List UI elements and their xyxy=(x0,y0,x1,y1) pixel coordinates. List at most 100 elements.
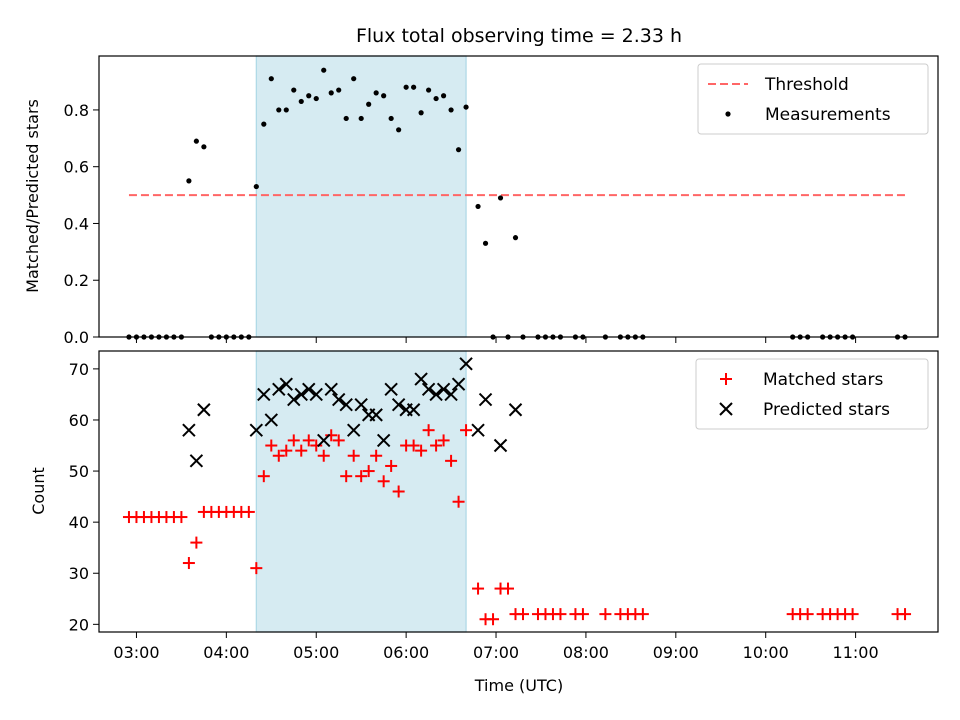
measurements-point xyxy=(193,138,199,144)
measurements-point xyxy=(291,87,297,93)
matched-stars-point xyxy=(250,562,263,575)
measurements-point xyxy=(381,93,387,99)
bottom-marks xyxy=(122,357,912,626)
top-ytick-label: 0.6 xyxy=(64,158,89,177)
bottom-ytick-label: 30 xyxy=(69,564,89,583)
measurements-point xyxy=(440,93,447,99)
predicted-stars-point xyxy=(189,454,204,468)
xtick-label: 09:00 xyxy=(653,643,699,662)
predicted-stars-point xyxy=(421,382,436,397)
predicted-stars-point xyxy=(332,392,346,407)
matched-stars-point xyxy=(370,449,383,462)
measurements-point xyxy=(373,90,379,96)
predicted-stars-point xyxy=(264,413,279,427)
measurements-point xyxy=(366,101,372,107)
measurements-point xyxy=(433,95,439,102)
matched-stars-point xyxy=(516,608,529,621)
predicted-stars-point xyxy=(287,392,301,407)
matched-stars-point xyxy=(422,424,435,437)
legend-measurements-label: Measurements xyxy=(765,105,891,125)
measurements-point xyxy=(336,87,342,93)
matched-stars-point xyxy=(347,449,360,462)
measurements-point xyxy=(343,115,349,122)
matched-stars-point xyxy=(175,511,188,524)
top-axes-frame xyxy=(98,55,939,338)
xtick-label: 03:00 xyxy=(113,643,159,662)
matched-stars-point xyxy=(576,608,589,621)
matched-stars-point xyxy=(415,444,428,457)
bottom-ytick-label: 40 xyxy=(69,513,89,532)
matched-stars-point xyxy=(317,449,330,462)
matched-stars-point xyxy=(437,434,450,447)
matched-stars-point xyxy=(452,495,465,508)
predicted-stars-point xyxy=(339,397,353,412)
predicted-stars-point xyxy=(493,438,508,453)
predicted-stars-point xyxy=(272,382,286,397)
measurements-point xyxy=(403,84,409,90)
legend-measurements-swatch xyxy=(725,111,731,117)
measurements-point xyxy=(351,76,357,82)
top-marks xyxy=(126,67,909,340)
bottom-ytick-label: 70 xyxy=(69,360,89,379)
predicted-stars-point xyxy=(182,423,196,437)
bottom-ticks: 20 30 40 50 60 70 03:00 04:00 05:00 06:00 07:00 08:… xyxy=(69,360,879,662)
matched-stars-point xyxy=(636,608,649,621)
matched-stars-point xyxy=(332,434,345,447)
measurements-point xyxy=(321,67,327,73)
measurements-point xyxy=(475,203,481,210)
matched-stars-point xyxy=(287,434,300,447)
matched-stars-point xyxy=(340,470,353,483)
measurements-point xyxy=(328,90,334,96)
xtick-label: 06:00 xyxy=(383,643,429,662)
predicted-stars-point xyxy=(294,387,308,402)
matched-stars-point xyxy=(460,424,473,437)
predicted-stars-point xyxy=(406,403,421,417)
measurements-point xyxy=(482,240,489,246)
measurements-point xyxy=(426,87,432,93)
measurements-point xyxy=(411,84,417,90)
measurements-point xyxy=(298,98,304,105)
predicted-stars-point xyxy=(478,392,493,407)
top-ticks: 0.0 0.2 0.4 0.6 0.8 xyxy=(64,101,857,347)
top-legend: Threshold Measurements xyxy=(697,63,929,135)
xtick-label: 05:00 xyxy=(293,643,339,662)
legend-threshold-label: Threshold xyxy=(764,75,849,95)
predicted-stars-point xyxy=(279,377,293,391)
predicted-stars-point xyxy=(471,423,485,437)
legend-predicted-label: Predicted stars xyxy=(763,400,890,420)
measurements-point xyxy=(497,195,504,201)
measurements-point xyxy=(388,115,394,122)
legend-matched-label: Matched stars xyxy=(763,370,883,390)
measurements-point xyxy=(448,107,454,113)
matched-stars-point xyxy=(487,613,500,626)
legend-matched-swatch xyxy=(720,373,732,385)
matched-stars-point xyxy=(430,439,443,452)
predicted-stars-point xyxy=(444,387,458,402)
matched-stars-point xyxy=(407,439,420,452)
matched-stars-point xyxy=(182,557,195,570)
measurements-point xyxy=(253,183,259,190)
legend-predicted-swatch xyxy=(719,402,733,416)
measurements-point xyxy=(268,76,274,82)
xlabel: Time (UTC) xyxy=(474,676,563,695)
predicted-stars-point xyxy=(451,377,466,391)
matched-stars-point xyxy=(295,444,308,457)
matched-stars-point xyxy=(899,608,912,621)
predicted-stars-point xyxy=(249,423,264,437)
bottom-ytick-label: 60 xyxy=(69,411,89,430)
top-panel: 0.00.20.40.60.8 Matched/Predicted stars … xyxy=(23,55,939,347)
xtick-label: 04:00 xyxy=(203,643,249,662)
matched-stars-point xyxy=(472,582,485,595)
top-ytick-label: 0.0 xyxy=(64,328,89,347)
top-shaded-region xyxy=(255,55,467,338)
top-ytick-label: 0.8 xyxy=(64,101,89,120)
predicted-stars-point xyxy=(309,387,323,402)
measurements-point xyxy=(512,235,519,241)
matched-stars-point xyxy=(599,608,612,621)
xtick-label: 10:00 xyxy=(743,643,789,662)
top-ytick-label: 0.2 xyxy=(64,271,89,290)
predicted-stars-point xyxy=(414,372,428,386)
predicted-stars-point xyxy=(369,408,383,422)
predicted-stars-point xyxy=(376,433,391,448)
